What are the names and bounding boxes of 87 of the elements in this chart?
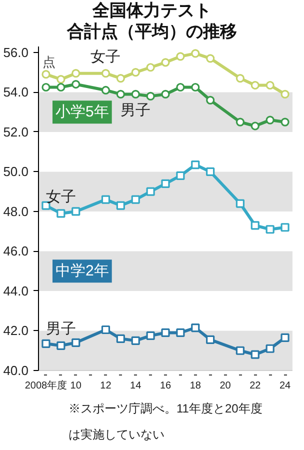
point (266, 225, 274, 234)
point (116, 90, 125, 98)
y-tick-label: 48.0 (3, 204, 29, 219)
point (176, 52, 185, 61)
point (101, 86, 110, 95)
point (280, 223, 290, 232)
point (42, 70, 50, 79)
point (206, 335, 215, 344)
x-tick-label: 10 (70, 380, 82, 392)
point (191, 160, 200, 170)
chart-title: 全国体力テスト (92, 0, 212, 21)
point (176, 82, 185, 92)
point (206, 96, 215, 104)
point (101, 325, 110, 334)
point (236, 199, 245, 208)
y-tick-label: 56.0 (3, 44, 29, 60)
y-tick-label: 54.0 (3, 84, 29, 100)
y-tick-label: 44.0 (3, 283, 29, 298)
point (131, 90, 140, 98)
point (191, 323, 200, 332)
point (146, 331, 155, 340)
point (131, 195, 140, 204)
point (42, 82, 50, 92)
point (176, 171, 185, 180)
point (206, 167, 215, 176)
point (161, 58, 170, 67)
point (161, 328, 170, 338)
point (42, 339, 50, 348)
point (280, 90, 290, 98)
point (250, 122, 260, 130)
point (191, 49, 200, 58)
y-tick-label: 42.0 (3, 323, 29, 338)
point (101, 69, 110, 78)
annotation: 中学2年 (56, 262, 109, 280)
point (72, 338, 80, 347)
point (56, 82, 66, 92)
point (206, 54, 215, 63)
point (280, 333, 290, 342)
point (280, 118, 290, 126)
series-label: 女子 (90, 48, 121, 66)
point (101, 195, 110, 204)
y-tick-label: 46.0 (3, 244, 29, 259)
point (56, 341, 66, 350)
x-tick-label: 18 (190, 380, 202, 392)
point (72, 69, 80, 78)
series-label: 男子 (46, 320, 76, 338)
point (191, 82, 200, 92)
point (146, 92, 155, 100)
point (236, 74, 245, 83)
point (116, 74, 125, 83)
point (176, 328, 185, 338)
point (116, 334, 125, 343)
point (146, 63, 155, 72)
point (266, 116, 274, 124)
point (146, 187, 155, 196)
point (266, 80, 274, 90)
point (250, 350, 260, 359)
text: ※スポーツ庁調べ。11年度と20年度は実施していない (68, 402, 262, 442)
point (161, 90, 170, 98)
x-tick-label: 14 (130, 380, 142, 392)
y-axis-title: 点 (42, 54, 56, 70)
point (266, 344, 274, 353)
x-tick-label: 20 (220, 380, 232, 392)
x-tick-label: 24 (279, 380, 292, 392)
legend-label: 男子 (120, 102, 151, 120)
point (116, 201, 125, 210)
series-label: 女子 (46, 188, 76, 206)
point (236, 118, 245, 126)
point (161, 179, 170, 188)
point (56, 209, 66, 218)
point (250, 221, 260, 230)
point (236, 346, 245, 355)
point (250, 80, 260, 90)
point (72, 207, 80, 216)
point (56, 75, 66, 84)
point (131, 68, 140, 77)
point (131, 336, 140, 345)
y-tick-label: 50.0 (3, 164, 29, 180)
x-tick-label: 16 (160, 380, 172, 392)
y-tick-label: 40.0 (3, 363, 29, 378)
y-tick-label: 52.0 (3, 124, 29, 140)
x-tick-label: 12 (100, 380, 112, 392)
x-tick-label: 22 (250, 380, 262, 392)
chart-subtitle: 合計点（平均）の推移 (67, 21, 237, 42)
point (72, 80, 80, 89)
x-tick-label: 2008年度 (24, 380, 68, 392)
annotation: 小学5年 (56, 104, 109, 121)
